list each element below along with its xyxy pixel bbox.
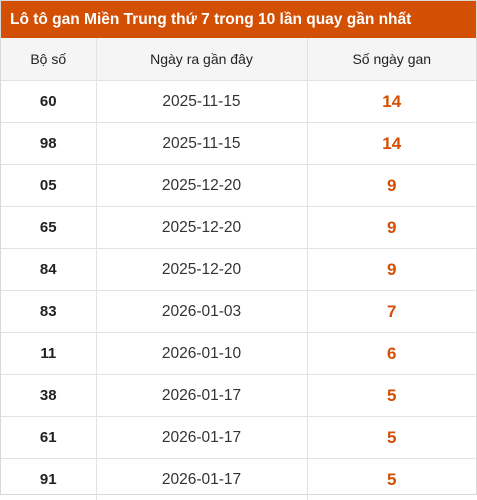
cell-days: 6 [307,333,476,375]
panel-title: Lô tô gan Miền Trung thứ 7 trong 10 lần … [1,1,476,38]
table-row: 60 2025-11-15 14 [1,81,476,123]
cell-date: 2026-01-10 [96,333,307,375]
cell-number: 84 [1,249,96,291]
cell-date: 2026-01-17 [96,417,307,459]
table-row: 05 2025-12-20 9 [1,165,476,207]
cell-date: 2025-12-20 [96,249,307,291]
cell-date: 2025-12-20 [96,207,307,249]
header-days: Số ngày gan [307,38,476,81]
cell-date: 2025-11-15 [96,81,307,123]
cell-number: 83 [1,291,96,333]
table-row: 11 2026-01-10 6 [1,333,476,375]
cell-number: 91 [1,459,96,500]
cell-number: 98 [1,123,96,165]
cell-days: 5 [307,417,476,459]
lo-gan-table: Bộ số Ngày ra gần đây Số ngày gan 60 202… [1,38,476,500]
cell-date: 2026-01-17 [96,459,307,500]
cell-days: 9 [307,165,476,207]
header-number: Bộ số [1,38,96,81]
cell-number: 05 [1,165,96,207]
cell-days: 5 [307,459,476,500]
cell-number: 60 [1,81,96,123]
cell-number: 61 [1,417,96,459]
cell-days: 14 [307,81,476,123]
table-row: 65 2025-12-20 9 [1,207,476,249]
table-row: 83 2026-01-03 7 [1,291,476,333]
cell-date: 2025-11-15 [96,123,307,165]
cell-date: 2026-01-03 [96,291,307,333]
table-row: 91 2026-01-17 5 [1,459,476,500]
cell-days: 7 [307,291,476,333]
cell-days: 14 [307,123,476,165]
cell-days: 9 [307,249,476,291]
table-header-row: Bộ số Ngày ra gần đây Số ngày gan [1,38,476,81]
cell-days: 9 [307,207,476,249]
table-row: 61 2026-01-17 5 [1,417,476,459]
cell-number: 11 [1,333,96,375]
table-row: 38 2026-01-17 5 [1,375,476,417]
cell-date: 2026-01-17 [96,375,307,417]
header-date: Ngày ra gần đây [96,38,307,81]
table-row: 98 2025-11-15 14 [1,123,476,165]
cell-number: 65 [1,207,96,249]
cell-days: 5 [307,375,476,417]
cell-date: 2025-12-20 [96,165,307,207]
cell-number: 38 [1,375,96,417]
table-row: 84 2025-12-20 9 [1,249,476,291]
